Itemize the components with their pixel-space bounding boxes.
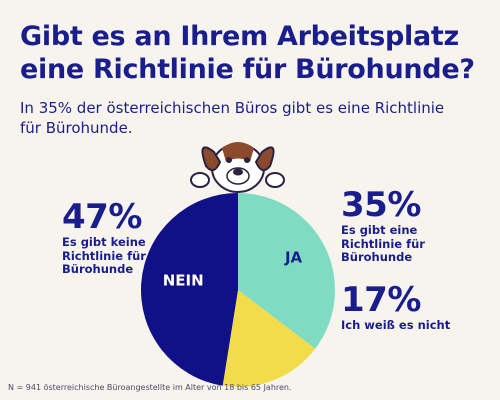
desc-label-nein: Es gibt keine Richtlinie für Bürohunde	[62, 235, 146, 276]
pie-slices	[140, 193, 335, 388]
dog-illustration	[190, 142, 285, 193]
pct-label-nein: 47%	[62, 197, 142, 237]
slice-label-nein: NEIN	[163, 272, 204, 290]
desc-label-ja: Es gibt eine Richtlinie für Bürohunde	[341, 223, 425, 264]
slice-label-ja: JA	[284, 248, 303, 266]
footnote: N = 941 österreichische Büroangestellte …	[8, 383, 292, 392]
pct-label-unknown: 17%	[341, 280, 421, 320]
pct-label-ja: 35%	[341, 185, 421, 225]
pie-slice-ja	[238, 193, 335, 349]
pie-slice-unknown	[222, 290, 316, 388]
pie-slice-nein	[140, 193, 238, 386]
chart-title: Gibt es an Ihrem Arbeitsplatz eine Richt…	[20, 21, 475, 85]
desc-label-unknown: Ich weiß es nicht	[341, 318, 451, 332]
chart-subtitle: In 35% der österreichischen Büros gibt e…	[20, 99, 445, 137]
